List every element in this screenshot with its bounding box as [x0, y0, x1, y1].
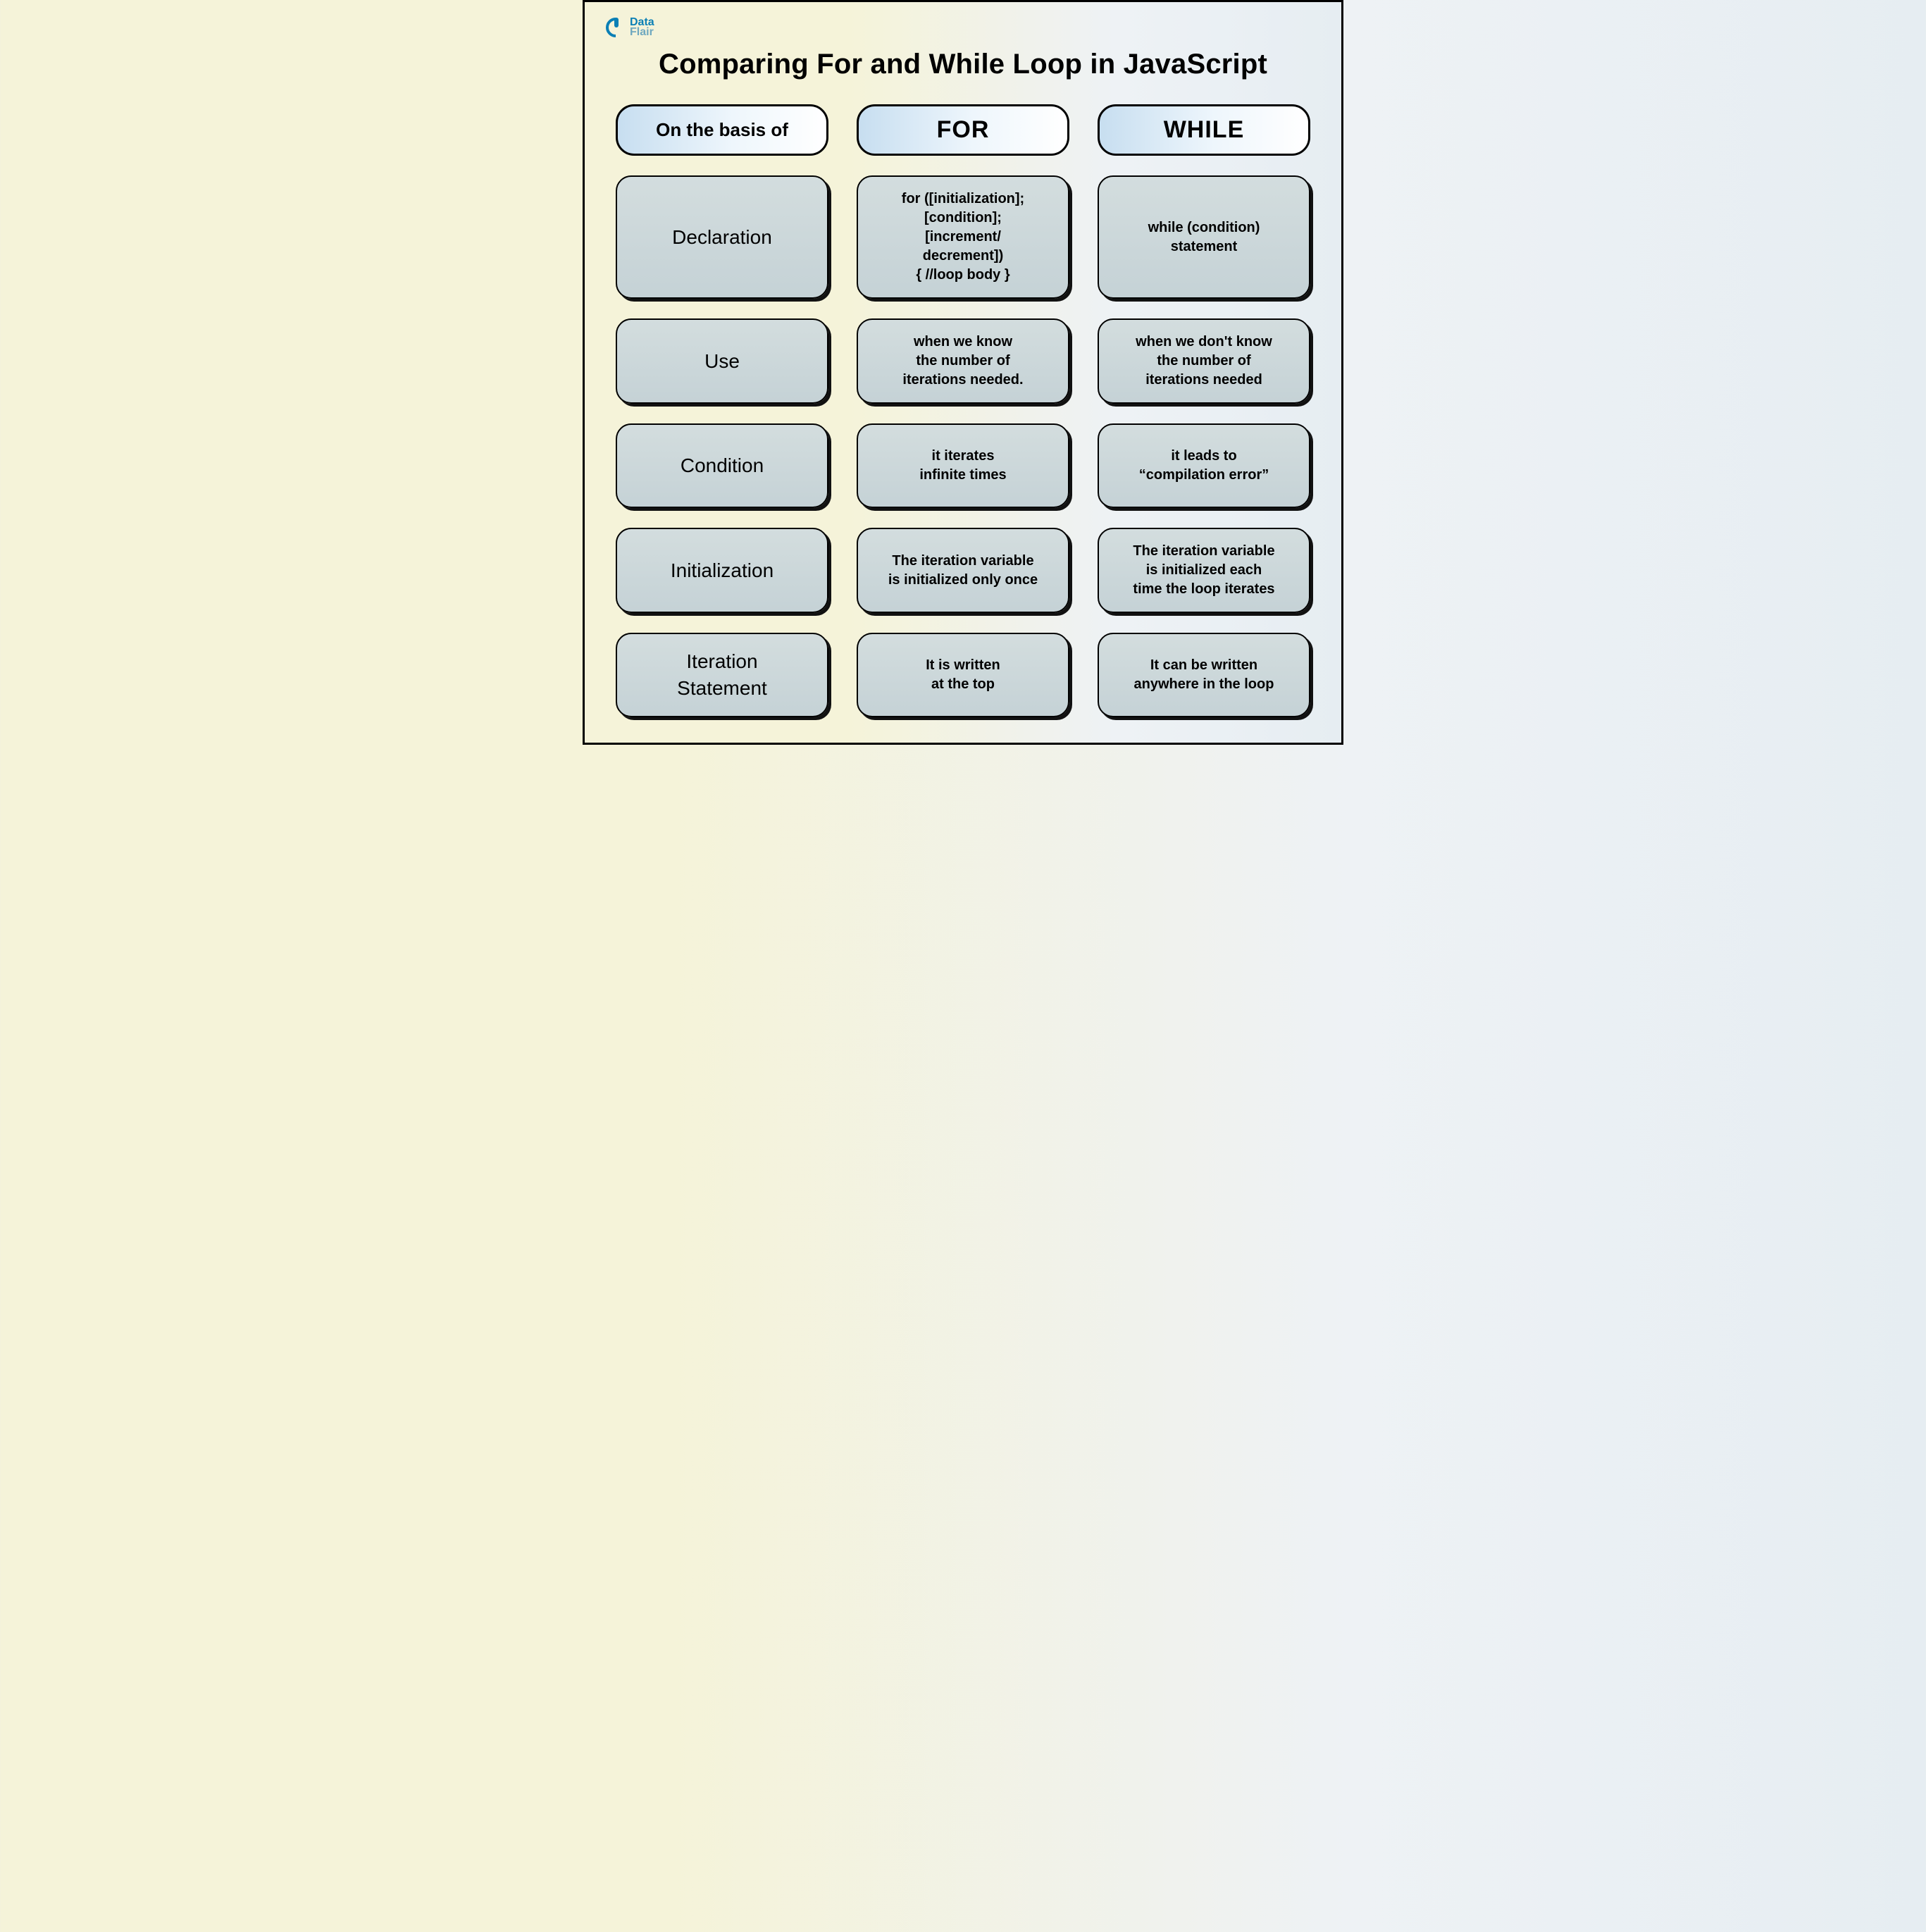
header-basis: On the basis of [616, 104, 828, 156]
header-for: FOR [857, 104, 1069, 156]
logo-text: Data Flair [630, 17, 654, 38]
header-while: WHILE [1098, 104, 1310, 156]
page-title: Comparing For and While Loop in JavaScri… [604, 49, 1322, 80]
comparison-grid: On the basis of FOR WHILE Declaration fo… [604, 104, 1322, 717]
row-declaration-basis: Declaration [616, 175, 828, 299]
brand-logo: Data Flair [604, 16, 1322, 39]
row-declaration-for: for ([initialization];[condition];[incre… [857, 175, 1069, 299]
row-declaration-while: while (condition)statement [1098, 175, 1310, 299]
logo-line2: Flair [630, 27, 654, 38]
row-iteration-basis: IterationStatement [616, 633, 828, 717]
row-initialization-basis: Initialization [616, 528, 828, 613]
row-use-for: when we knowthe number ofiterations need… [857, 318, 1069, 404]
row-initialization-while: The iteration variableis initialized eac… [1098, 528, 1310, 613]
row-use-basis: Use [616, 318, 828, 404]
infographic-frame: Data Flair Comparing For and While Loop … [583, 0, 1343, 745]
row-use-while: when we don't knowthe number ofiteration… [1098, 318, 1310, 404]
row-initialization-for: The iteration variableis initialized onl… [857, 528, 1069, 613]
row-condition-for: it iteratesinfinite times [857, 423, 1069, 508]
row-condition-while: it leads to“compilation error” [1098, 423, 1310, 508]
row-iteration-for: It is writtenat the top [857, 633, 1069, 717]
row-iteration-while: It can be writtenanywhere in the loop [1098, 633, 1310, 717]
row-condition-basis: Condition [616, 423, 828, 508]
logo-icon [604, 16, 627, 39]
